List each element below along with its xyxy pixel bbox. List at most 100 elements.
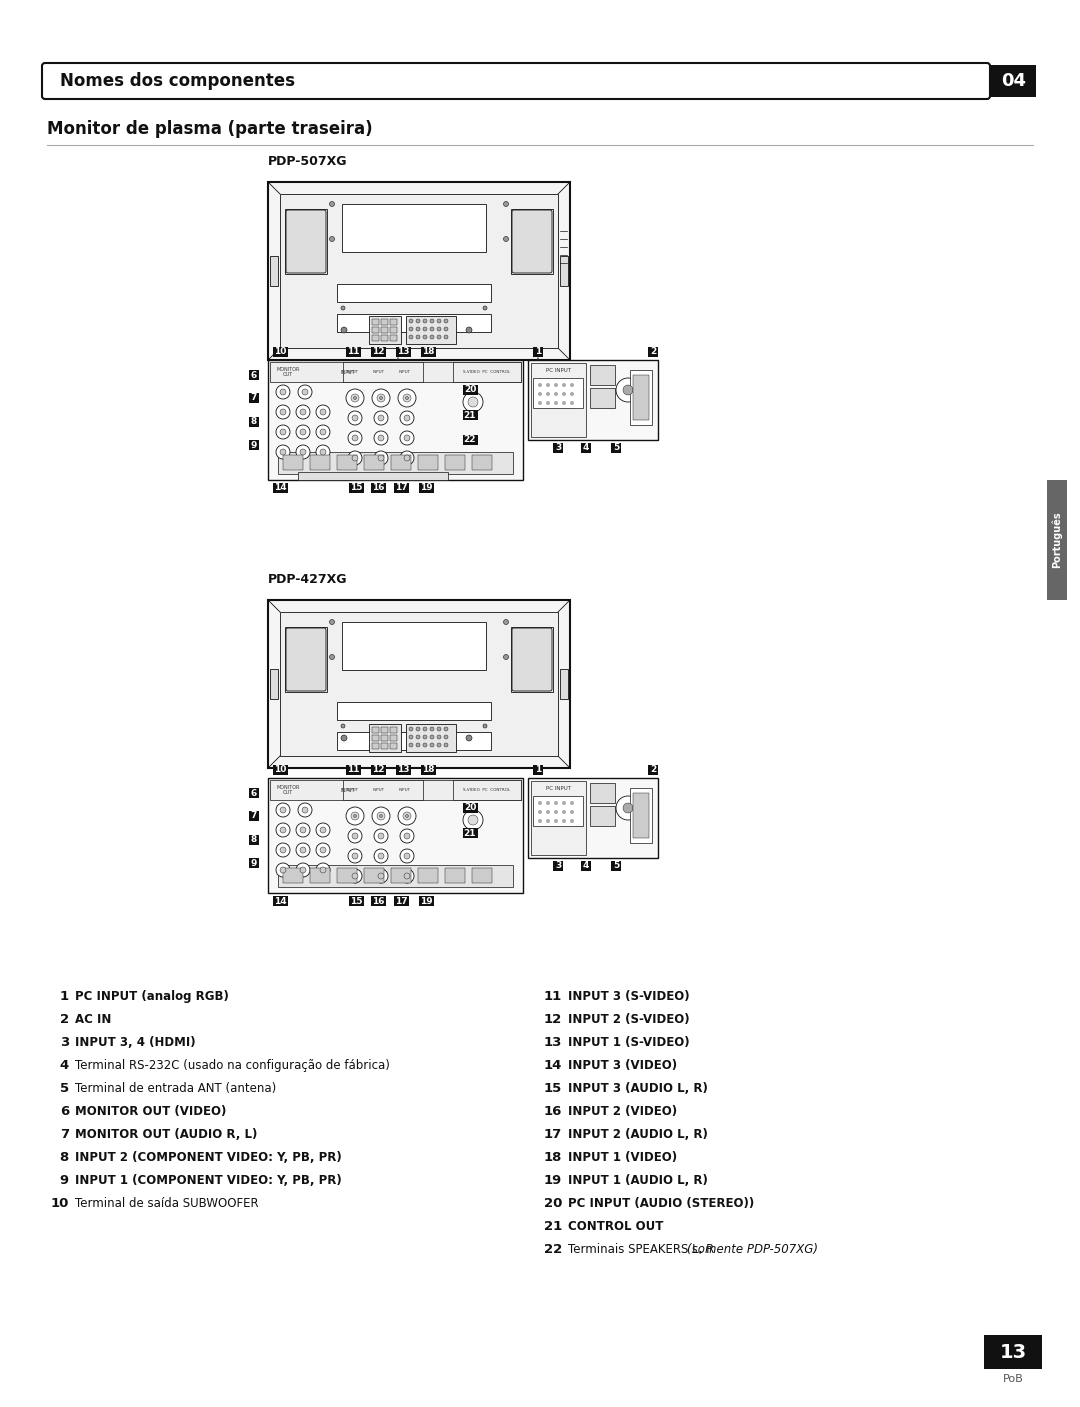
Circle shape bbox=[404, 415, 410, 421]
Text: 5: 5 bbox=[59, 1082, 69, 1095]
Text: INPUT 3 (AUDIO L, R): INPUT 3 (AUDIO L, R) bbox=[568, 1082, 707, 1095]
Text: 6: 6 bbox=[251, 370, 257, 380]
Circle shape bbox=[378, 435, 384, 440]
Circle shape bbox=[538, 810, 542, 815]
Circle shape bbox=[416, 335, 420, 339]
Bar bbox=[531, 781, 586, 855]
Bar bbox=[453, 362, 521, 381]
Text: PC INPUT: PC INPUT bbox=[545, 785, 570, 791]
Bar bbox=[283, 454, 303, 470]
Circle shape bbox=[444, 727, 448, 732]
Bar bbox=[528, 778, 658, 858]
Circle shape bbox=[503, 201, 509, 207]
Bar bbox=[370, 896, 386, 906]
Bar bbox=[310, 454, 330, 470]
Circle shape bbox=[468, 397, 478, 407]
Circle shape bbox=[329, 619, 335, 625]
Text: 6: 6 bbox=[251, 788, 257, 798]
Text: 17: 17 bbox=[394, 484, 407, 492]
Circle shape bbox=[538, 801, 542, 805]
Bar bbox=[445, 454, 465, 470]
Text: INPUT 3 (S-VIDEO): INPUT 3 (S-VIDEO) bbox=[568, 991, 690, 1003]
Circle shape bbox=[329, 236, 335, 242]
Bar bbox=[453, 779, 521, 801]
Text: 10: 10 bbox=[51, 1197, 69, 1210]
Text: Monitor de plasma (parte traseira): Monitor de plasma (parte traseira) bbox=[48, 120, 373, 138]
Circle shape bbox=[296, 425, 310, 439]
Bar bbox=[630, 370, 652, 425]
Bar bbox=[270, 779, 521, 801]
Bar bbox=[337, 732, 491, 750]
Text: 13: 13 bbox=[396, 765, 409, 774]
Bar bbox=[337, 702, 491, 720]
Circle shape bbox=[430, 326, 434, 331]
Bar bbox=[553, 861, 563, 871]
Text: INPUT: INPUT bbox=[373, 370, 386, 374]
Bar bbox=[270, 362, 521, 381]
Bar bbox=[406, 725, 456, 751]
Bar bbox=[364, 454, 384, 470]
Bar bbox=[648, 348, 658, 357]
Circle shape bbox=[562, 801, 566, 805]
Circle shape bbox=[353, 815, 356, 817]
Circle shape bbox=[298, 386, 312, 400]
Bar bbox=[349, 896, 364, 906]
Bar bbox=[283, 868, 303, 884]
Bar bbox=[462, 409, 477, 421]
Text: 2: 2 bbox=[59, 1013, 69, 1026]
Circle shape bbox=[352, 435, 357, 440]
Text: INPUT: INPUT bbox=[373, 788, 386, 792]
Bar bbox=[991, 65, 1036, 97]
FancyBboxPatch shape bbox=[42, 63, 990, 98]
Text: AC IN: AC IN bbox=[75, 1013, 111, 1026]
Circle shape bbox=[503, 654, 509, 660]
Circle shape bbox=[405, 815, 408, 817]
Text: 3: 3 bbox=[555, 861, 562, 871]
Text: 18: 18 bbox=[543, 1151, 562, 1164]
Bar bbox=[418, 868, 438, 884]
FancyBboxPatch shape bbox=[512, 628, 552, 691]
Bar bbox=[648, 765, 658, 775]
Circle shape bbox=[538, 393, 542, 395]
Circle shape bbox=[403, 394, 411, 402]
Text: 18: 18 bbox=[422, 765, 434, 774]
Circle shape bbox=[352, 853, 357, 860]
Bar bbox=[249, 393, 259, 402]
Text: INPUT: INPUT bbox=[399, 788, 411, 792]
Circle shape bbox=[409, 319, 413, 324]
Circle shape bbox=[300, 429, 306, 435]
Circle shape bbox=[468, 815, 478, 825]
Text: 7: 7 bbox=[59, 1128, 69, 1141]
Text: (somente PDP-507XG): (somente PDP-507XG) bbox=[687, 1242, 818, 1256]
Circle shape bbox=[316, 862, 330, 877]
Bar bbox=[370, 483, 386, 492]
Circle shape bbox=[280, 827, 286, 833]
Circle shape bbox=[423, 734, 427, 739]
Circle shape bbox=[276, 425, 291, 439]
Bar bbox=[472, 868, 492, 884]
Bar bbox=[611, 861, 621, 871]
Circle shape bbox=[280, 429, 286, 435]
Bar bbox=[381, 335, 388, 340]
Circle shape bbox=[416, 326, 420, 331]
Bar bbox=[633, 794, 649, 839]
Text: 16: 16 bbox=[372, 896, 384, 906]
Text: PDP-427XG: PDP-427XG bbox=[268, 573, 348, 585]
Text: 13: 13 bbox=[999, 1342, 1027, 1362]
Circle shape bbox=[409, 743, 413, 747]
Circle shape bbox=[562, 393, 566, 395]
Circle shape bbox=[430, 743, 434, 747]
Text: 10: 10 bbox=[274, 765, 286, 774]
Circle shape bbox=[377, 394, 384, 402]
Bar bbox=[391, 454, 411, 470]
Bar bbox=[278, 452, 513, 474]
Bar bbox=[280, 194, 558, 348]
Text: Português: Português bbox=[1052, 512, 1063, 568]
Bar bbox=[390, 727, 397, 733]
Bar bbox=[249, 858, 259, 868]
Circle shape bbox=[316, 445, 330, 459]
Circle shape bbox=[352, 833, 357, 839]
Bar bbox=[369, 725, 401, 751]
Circle shape bbox=[374, 870, 388, 884]
Circle shape bbox=[280, 449, 286, 454]
